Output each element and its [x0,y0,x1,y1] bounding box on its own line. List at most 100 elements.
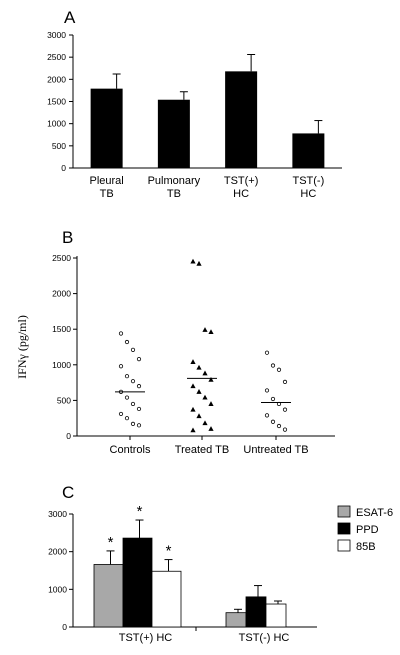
y-tick-label: 2000 [48,547,67,557]
category-label: TST(-) HC [239,632,290,644]
bar [157,99,190,168]
data-point [208,329,214,335]
y-axis-label: IFNγ (pg/ml) [15,315,29,379]
y-tick-label: 1000 [52,360,71,370]
bar [225,612,247,628]
data-point [270,419,276,424]
data-point [276,367,282,372]
y-tick-label: 1000 [48,584,67,594]
data-point [136,423,142,428]
legend-label: ESAT-6 [356,507,393,519]
category-label: TST(+) HC [119,632,173,644]
bar [292,133,325,168]
data-point [190,383,196,389]
data-point [136,384,142,389]
significance-marker: * [166,543,172,560]
y-tick-label: 2500 [47,52,66,62]
data-point [196,260,202,266]
data-point [124,395,130,400]
data-point [208,376,214,382]
data-point [202,394,208,400]
y-tick-label: 1500 [47,97,66,107]
data-point [118,364,124,369]
data-point [202,327,208,332]
panel-a-letter: A [64,8,76,27]
legend-swatch [337,522,351,535]
y-tick-label: 0 [66,431,71,441]
data-point [190,258,196,264]
category-label: TST(+) [224,175,259,187]
category-label: TB [100,188,114,200]
bar [93,564,124,628]
y-tick-label: 2500 [52,253,71,263]
y-tick-label: 3000 [47,30,66,40]
y-tick-label: 2000 [47,74,66,84]
data-point [118,331,124,336]
data-point [270,396,276,402]
y-tick-label: 1000 [47,119,66,129]
bar [265,603,287,628]
data-point [264,350,270,355]
category-label: Controls [110,444,151,456]
y-tick-label: 0 [62,622,67,632]
data-point [208,426,214,431]
legend-label: PPD [356,524,379,536]
category-label: Pulmonary [148,175,201,187]
legend-swatch [337,539,351,552]
category-label: Pleural [90,175,124,187]
bar [245,596,267,628]
data-point [202,370,208,376]
data-point [282,379,288,384]
data-point [196,413,202,419]
data-point [196,389,202,394]
legend-swatch [337,505,351,518]
data-point [208,401,214,406]
significance-marker: * [108,534,114,551]
panel-c-letter: C [62,483,74,502]
data-point [136,357,142,362]
bar [90,88,123,168]
bar [151,570,182,628]
data-point [282,407,288,412]
category-label: HC [300,188,316,200]
y-tick-label: 1500 [52,324,71,334]
y-tick-label: 2000 [52,289,71,299]
category-label: HC [233,188,249,200]
data-point [270,363,276,368]
data-point [136,406,142,412]
data-point [264,388,270,393]
data-point [190,359,196,364]
data-point [124,416,130,421]
data-point [130,401,136,407]
bar [122,537,153,628]
data-point [130,347,136,352]
legend-label: 85B [356,541,376,553]
data-point [124,374,130,379]
y-tick-label: 500 [57,395,71,405]
bar [225,71,258,168]
y-tick-label: 0 [61,163,66,173]
chart-c: 0 1000 2000 3000 * * * TST(+) HC TST(-) HC ESAT-6… [48,503,393,644]
panel-b-letter: B [62,228,73,247]
chart-b: 0 500 1000 1500 2000 2500 Controls Treated TB Un… [15,253,335,456]
chart-a: 050010001500200025003000PleuralTBPulmona… [47,30,342,200]
data-point [130,379,136,384]
category-label: Treated TB [175,444,229,456]
significance-marker: * [137,503,143,520]
data-point [130,421,136,426]
data-point [282,427,288,432]
data-point [196,364,202,370]
y-tick-label: 500 [52,141,66,151]
category-label: Untreated TB [243,444,308,456]
data-point [190,427,196,433]
data-point [276,423,282,429]
category-label: TST(-) [292,175,324,187]
data-point [118,411,124,417]
data-point [124,339,130,345]
data-point [190,406,196,412]
y-tick-label: 3000 [48,509,67,519]
data-point [264,413,270,418]
category-label: TB [167,188,181,200]
data-point [202,420,208,426]
